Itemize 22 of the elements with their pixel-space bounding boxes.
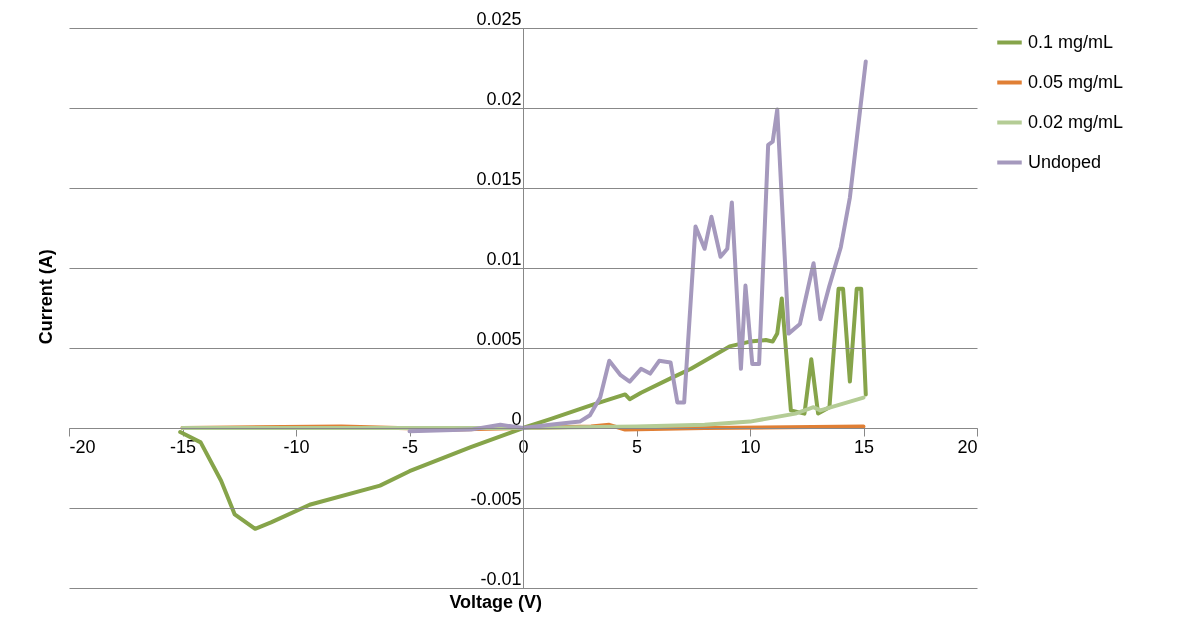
legend-label: Undoped <box>1028 151 1102 172</box>
legend-label: 0.1 mg/mL <box>1028 31 1114 52</box>
x-tick-label: 20 <box>957 436 978 457</box>
x-tick-label: -10 <box>283 436 310 457</box>
legend-label: 0.05 mg/mL <box>1028 71 1124 92</box>
legend-label: 0.02 mg/mL <box>1028 111 1124 132</box>
x-axis-title: Voltage (V) <box>449 592 543 612</box>
y-tick-label: 0.015 <box>476 168 522 189</box>
x-tick-label: 5 <box>631 436 643 457</box>
x-tick-label: 15 <box>853 436 875 457</box>
y-tick-label: 0.005 <box>476 328 522 349</box>
x-tick-label: 10 <box>740 436 761 457</box>
x-tick-label: -15 <box>169 436 197 457</box>
y-tick-label: 0.02 <box>486 88 522 109</box>
y-tick-label: 0.01 <box>486 248 522 269</box>
y-tick-label: -0.005 <box>470 488 522 509</box>
x-tick-label: -5 <box>401 436 419 457</box>
y-tick-label: 0 <box>511 408 522 429</box>
x-tick-label: -20 <box>69 436 96 457</box>
y-tick-label: 0.025 <box>476 8 522 29</box>
y-axis-title: Current (A) <box>36 249 56 345</box>
y-tick-label: -0.01 <box>480 568 522 589</box>
